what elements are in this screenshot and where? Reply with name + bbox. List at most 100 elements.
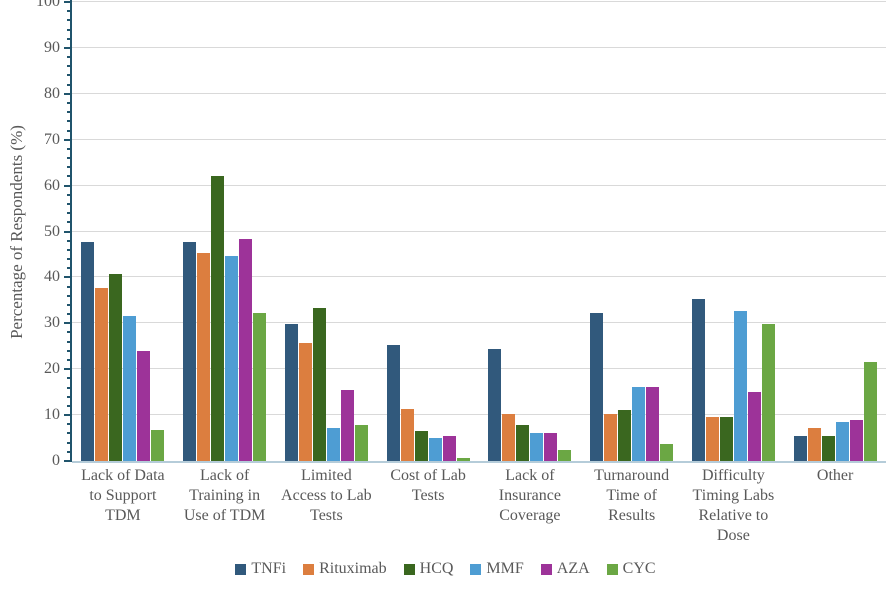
x-category-label-line: Limited [301, 467, 352, 484]
y-tick-label-40: 40 [44, 268, 60, 286]
minor-tick-36 [67, 294, 70, 297]
x-axis-labels: Lack of Data to Support TDM Lack of Training… [72, 466, 886, 546]
legend-swatch-aza [540, 563, 552, 575]
x-category-label-5: Lack of Insurance Coverage [479, 466, 581, 546]
legend-item-mmf: MMF [470, 560, 524, 578]
major-tick-10 [64, 414, 70, 417]
x-category-label-line: TDM [105, 507, 141, 524]
bar-group-3 [276, 2, 378, 461]
minor-tick-64 [67, 166, 70, 169]
minor-tick-4 [67, 441, 70, 444]
bar-mmf-7 [733, 310, 747, 461]
x-category-label-4: Cost of Lab Tests [377, 466, 479, 546]
x-axis-line [72, 461, 886, 463]
minor-tick-76 [67, 111, 70, 114]
major-tick-100 [64, 1, 70, 3]
y-tick-label-60: 60 [44, 176, 60, 194]
bar-hcq-5 [516, 425, 530, 461]
y-tick-label-80: 80 [44, 84, 60, 102]
minor-tick-56 [67, 202, 70, 205]
major-tick-0 [64, 460, 70, 462]
x-category-label-line: Dose [716, 527, 750, 544]
bar-hcq-3 [312, 308, 326, 461]
minor-tick-22 [67, 359, 70, 362]
plot-area [72, 1, 886, 461]
minor-tick-8 [67, 423, 70, 426]
x-category-label-line: Coverage [499, 507, 561, 524]
gridline-50 [72, 230, 886, 232]
bar-group-1 [72, 2, 174, 461]
gridline-100 [72, 1, 886, 2]
y-tick-label-30: 30 [44, 314, 60, 332]
gridline-90 [72, 46, 886, 48]
minor-tick-88 [67, 56, 70, 59]
bar-group-5 [479, 2, 581, 461]
x-category-label-line: Time of [606, 487, 657, 504]
legend-swatch-hcq [403, 563, 415, 575]
legend-swatch-tnfi [235, 563, 247, 575]
bar-mmf-6 [632, 387, 646, 461]
minor-tick-58 [67, 193, 70, 196]
bar-hcq-2 [211, 175, 225, 461]
major-tick-90 [64, 46, 70, 49]
bar-hcq-1 [109, 274, 123, 461]
bar-mmf-3 [326, 427, 340, 461]
minor-tick-18 [67, 377, 70, 380]
bar-tnfi-2 [183, 241, 197, 461]
major-tick-80 [64, 92, 70, 95]
minor-tick-46 [67, 248, 70, 251]
minor-tick-86 [67, 65, 70, 68]
bar-aza-7 [747, 392, 761, 461]
bar-mmf-5 [530, 433, 544, 461]
bar-aza-4 [442, 435, 456, 461]
minor-tick-42 [67, 267, 70, 270]
x-category-label-line: Tests [411, 487, 445, 504]
bar-rituximab-1 [95, 287, 109, 461]
minor-tick-26 [67, 340, 70, 343]
minor-tick-52 [67, 221, 70, 224]
gridline-20 [72, 368, 886, 370]
legend-label-hcq: HCQ [419, 560, 454, 577]
bar-cyc-4 [456, 458, 470, 461]
bar-group-8 [784, 2, 886, 461]
bar-aza-2 [239, 238, 253, 461]
y-tick-label-100: 100 [36, 0, 60, 10]
x-category-label-line: Turnaround [594, 467, 670, 484]
x-category-label-line: Use of TDM [183, 507, 266, 524]
bar-hcq-8 [821, 436, 835, 461]
minor-tick-92 [67, 37, 70, 40]
minor-tick-68 [67, 147, 70, 150]
minor-tick-78 [67, 101, 70, 104]
major-tick-20 [64, 368, 70, 371]
x-category-label-line: Lack of [199, 467, 250, 484]
bar-rituximab-3 [298, 342, 312, 461]
bar-tnfi-5 [488, 348, 502, 461]
bar-cyc-6 [660, 444, 674, 461]
minor-tick-62 [67, 175, 70, 178]
major-tick-50 [64, 230, 70, 233]
x-category-label-line: Lack of Data [81, 467, 165, 484]
x-category-label-line: to Support [89, 487, 157, 504]
minor-tick-38 [67, 285, 70, 288]
x-category-label-6: Turnaround Time of Results [581, 466, 683, 546]
minor-tick-34 [67, 303, 70, 306]
minor-tick-74 [67, 120, 70, 123]
minor-tick-32 [67, 313, 70, 316]
bar-hcq-7 [719, 416, 733, 461]
bar-cyc-8 [863, 362, 877, 461]
y-tick-label-20: 20 [44, 360, 60, 378]
bar-tnfi-7 [691, 299, 705, 461]
y-tick-label-50: 50 [44, 222, 60, 240]
bar-aza-6 [646, 387, 660, 461]
y-tick-label-90: 90 [44, 38, 60, 56]
bar-cyc-1 [151, 430, 165, 461]
minor-tick-44 [67, 258, 70, 261]
bar-mmf-4 [428, 438, 442, 461]
bar-mmf-8 [835, 422, 849, 461]
gridline-60 [72, 184, 886, 186]
bar-cyc-3 [354, 424, 368, 461]
legend-item-hcq: HCQ [403, 560, 454, 578]
bar-group-6 [581, 2, 683, 461]
legend-label-mmf: MMF [486, 560, 524, 577]
x-category-label-2: Lack of Training in Use of TDM [174, 466, 276, 546]
